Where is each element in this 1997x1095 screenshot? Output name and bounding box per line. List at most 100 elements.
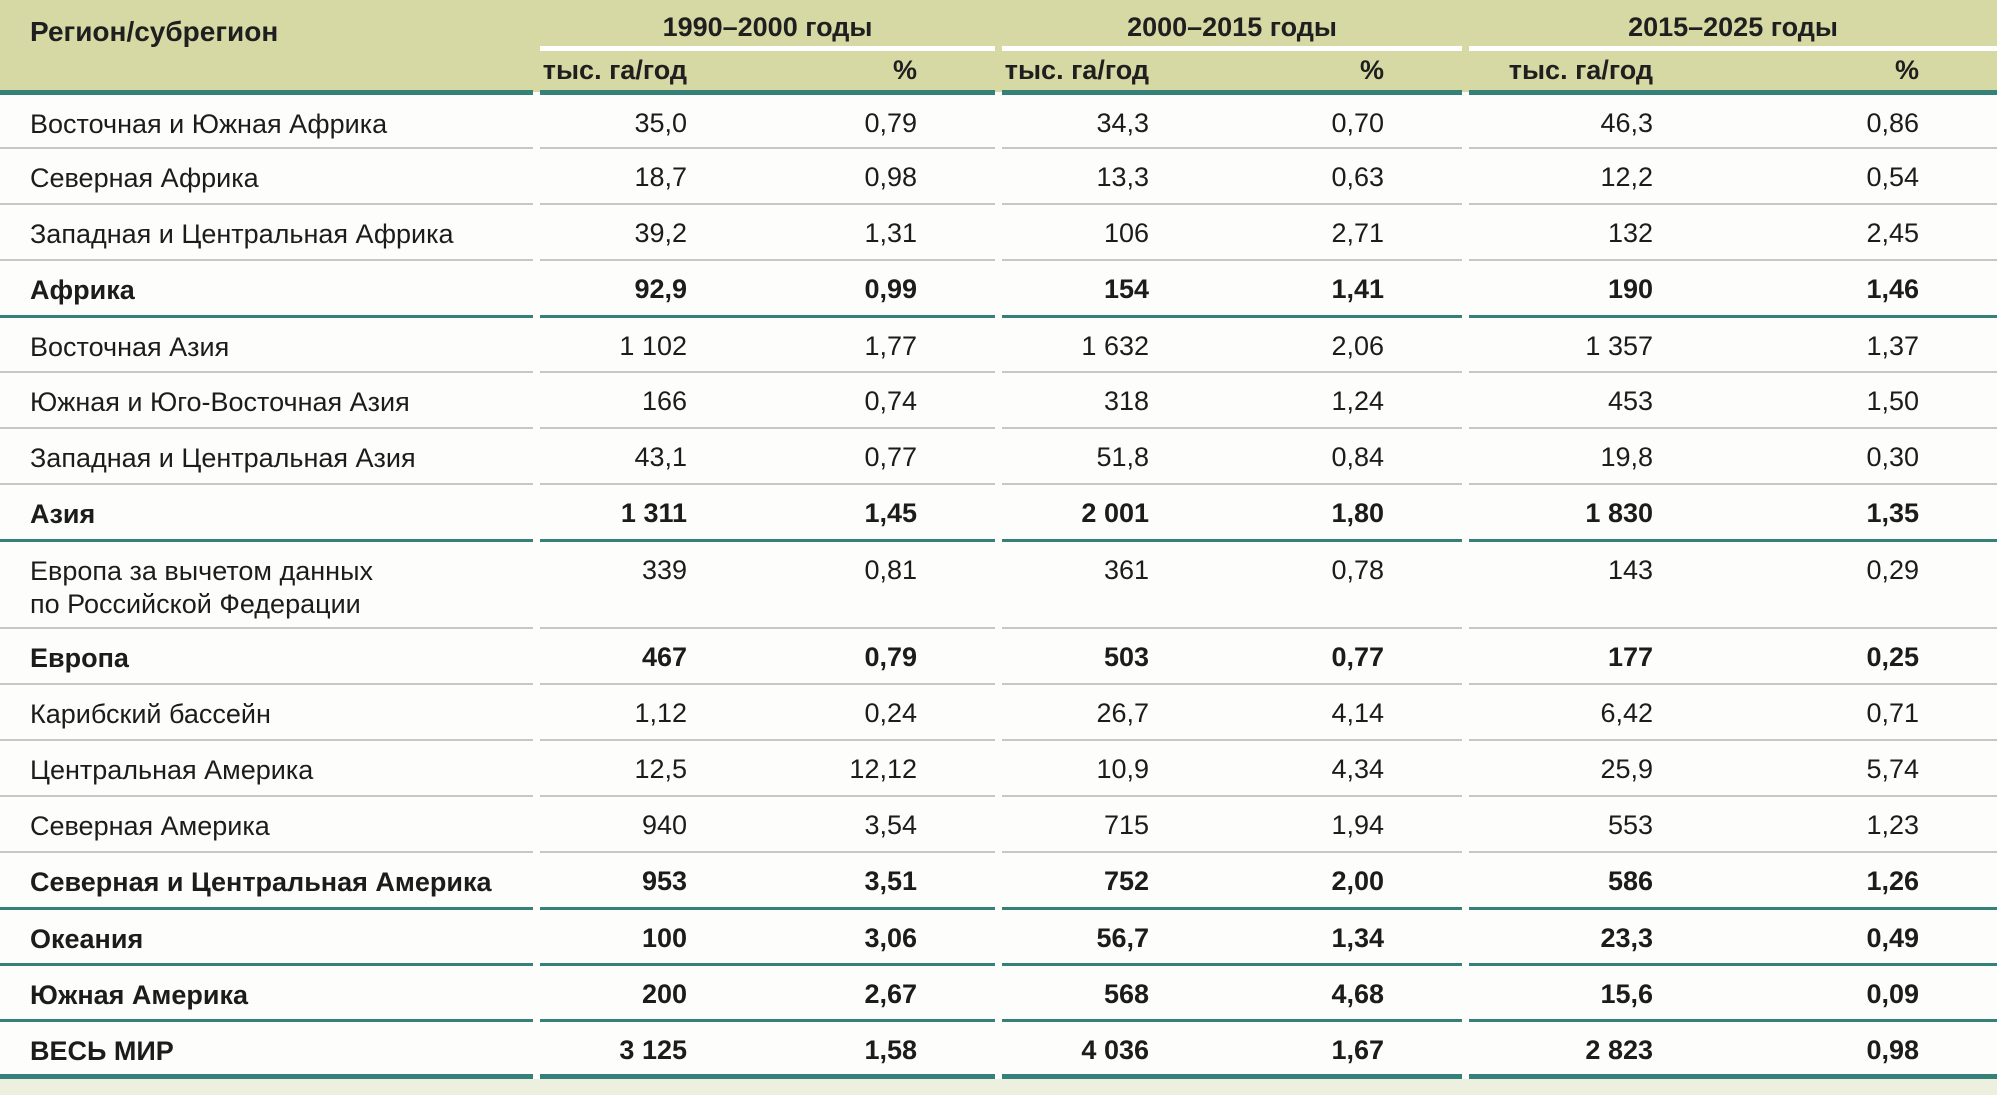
value-cell: 0,79 — [765, 628, 995, 685]
table-row: Северная и Центральная Америка 953 3,51 … — [0, 852, 1997, 910]
value-cell: 586 — [1469, 852, 1731, 910]
value-cell: 1,37 — [1731, 316, 1997, 373]
column-spacer — [533, 628, 540, 684]
column-spacer — [1462, 0, 1469, 92]
unit-column-header: тыс. га/год — [1002, 48, 1227, 95]
table-row: Восточная Азия 1 102 1,77 1 632 2,06 1 3… — [0, 316, 1997, 373]
value-cell: 1 632 — [1002, 316, 1227, 373]
value-cell: 1,12 — [540, 684, 765, 741]
value-cell: 10,9 — [1002, 740, 1227, 797]
value-cell: 568 — [1002, 964, 1227, 1022]
value-cell: 1 357 — [1469, 316, 1731, 373]
region-cell: Европа за вычетом данных по Российской Ф… — [0, 540, 533, 629]
value-cell: 1,46 — [1731, 260, 1997, 318]
column-spacer — [995, 540, 1002, 628]
column-spacer — [533, 0, 540, 92]
region-cell: Азия — [0, 484, 533, 542]
value-cell: 12,12 — [765, 740, 995, 797]
value-cell: 190 — [1469, 260, 1731, 318]
table-row: Западная и Центральная Азия 43,1 0,77 51… — [0, 428, 1997, 485]
value-cell: 0,29 — [1731, 540, 1997, 629]
value-cell: 0,30 — [1731, 428, 1997, 485]
table-row: Центральная Америка 12,5 12,12 10,9 4,34… — [0, 740, 1997, 797]
region-cell: Восточная и Южная Африка — [0, 92, 533, 149]
region-cell: Центральная Америка — [0, 740, 533, 797]
value-cell: 3,54 — [765, 796, 995, 853]
column-spacer — [1462, 628, 1469, 684]
column-spacer — [995, 0, 1002, 92]
column-spacer — [533, 92, 540, 148]
column-spacer — [1462, 372, 1469, 428]
table-row: Южная и Юго-Восточная Азия 166 0,74 318 … — [0, 372, 1997, 429]
column-spacer — [995, 484, 1002, 540]
value-cell: 2,00 — [1227, 852, 1462, 910]
region-cell: Африка — [0, 260, 533, 318]
region-cell: Южная Америка — [0, 964, 533, 1022]
value-cell: 503 — [1002, 628, 1227, 685]
unit-column-header: тыс. га/год — [540, 48, 765, 95]
column-spacer — [1462, 908, 1469, 964]
value-cell: 1,24 — [1227, 372, 1462, 429]
column-spacer — [533, 796, 540, 852]
column-spacer — [1462, 684, 1469, 740]
percent-column-header: % — [765, 48, 995, 95]
value-cell: 4,68 — [1227, 964, 1462, 1022]
table-row: Северная Африка 18,7 0,98 13,3 0,63 12,2… — [0, 148, 1997, 205]
value-cell: 553 — [1469, 796, 1731, 853]
column-spacer — [995, 204, 1002, 260]
value-cell: 43,1 — [540, 428, 765, 485]
value-cell: 132 — [1469, 204, 1731, 261]
value-cell: 467 — [540, 628, 765, 685]
value-cell: 4 036 — [1002, 1020, 1227, 1079]
column-spacer — [1462, 852, 1469, 908]
value-cell: 143 — [1469, 540, 1731, 629]
value-cell: 1,67 — [1227, 1020, 1462, 1079]
value-cell: 12,5 — [540, 740, 765, 797]
value-cell: 0,99 — [765, 260, 995, 318]
table-row: Океания 100 3,06 56,7 1,34 23,3 0,49 — [0, 908, 1997, 966]
column-spacer — [533, 852, 540, 908]
column-spacer — [1462, 964, 1469, 1020]
value-cell: 2,71 — [1227, 204, 1462, 261]
value-cell: 100 — [540, 908, 765, 966]
value-cell: 3,51 — [765, 852, 995, 910]
table-row: Восточная и Южная Африка 35,0 0,79 34,3 … — [0, 92, 1997, 149]
value-cell: 0,63 — [1227, 148, 1462, 205]
table-row: ВЕСЬ МИР 3 125 1,58 4 036 1,67 2 823 0,9… — [0, 1020, 1997, 1079]
value-cell: 339 — [540, 540, 765, 629]
column-spacer — [1462, 540, 1469, 628]
region-cell: Южная и Юго-Восточная Азия — [0, 372, 533, 429]
region-cell: ВЕСЬ МИР — [0, 1020, 533, 1079]
value-cell: 2,67 — [765, 964, 995, 1022]
column-spacer — [533, 684, 540, 740]
column-spacer — [533, 540, 540, 628]
value-cell: 5,74 — [1731, 740, 1997, 797]
column-spacer — [995, 316, 1002, 372]
value-cell: 0,71 — [1731, 684, 1997, 741]
column-spacer — [533, 204, 540, 260]
value-cell: 1 830 — [1469, 484, 1731, 542]
table-row: Азия 1 311 1,45 2 001 1,80 1 830 1,35 — [0, 484, 1997, 542]
column-spacer — [533, 1020, 540, 1076]
value-cell: 15,6 — [1469, 964, 1731, 1022]
column-spacer — [1462, 484, 1469, 540]
value-cell: 1 311 — [540, 484, 765, 542]
value-cell: 0,70 — [1227, 92, 1462, 149]
value-cell: 26,7 — [1002, 684, 1227, 741]
column-spacer — [1462, 204, 1469, 260]
value-cell: 1,80 — [1227, 484, 1462, 542]
value-cell: 1,41 — [1227, 260, 1462, 318]
value-cell: 92,9 — [540, 260, 765, 318]
region-cell: Западная и Центральная Азия — [0, 428, 533, 485]
table-row: Африка 92,9 0,99 154 1,41 190 1,46 — [0, 260, 1997, 318]
period-header-2000-2015: 2000–2015 годы — [1002, 0, 1462, 51]
value-cell: 0,09 — [1731, 964, 1997, 1022]
column-spacer — [533, 372, 540, 428]
column-spacer — [1462, 316, 1469, 372]
value-cell: 46,3 — [1469, 92, 1731, 149]
column-spacer — [995, 852, 1002, 908]
value-cell: 200 — [540, 964, 765, 1022]
value-cell: 1,50 — [1731, 372, 1997, 429]
value-cell: 0,98 — [765, 148, 995, 205]
value-cell: 0,98 — [1731, 1020, 1997, 1079]
